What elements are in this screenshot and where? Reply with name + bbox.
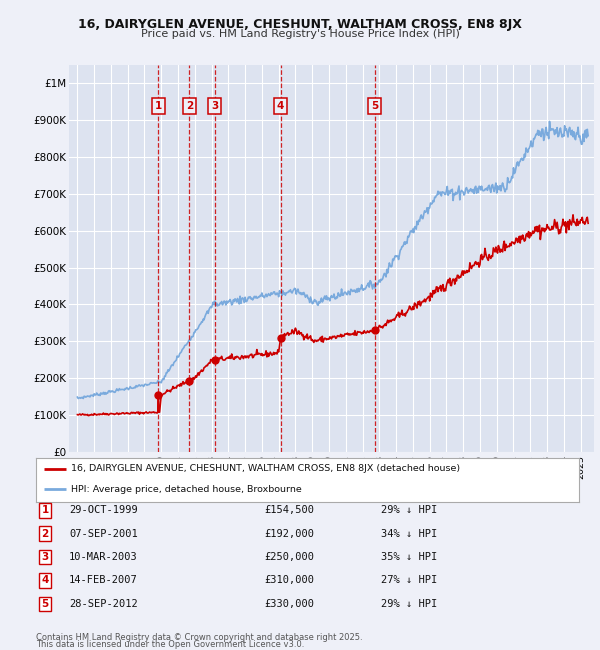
Text: 16, DAIRYGLEN AVENUE, CHESHUNT, WALTHAM CROSS, EN8 8JX (detached house): 16, DAIRYGLEN AVENUE, CHESHUNT, WALTHAM … (71, 464, 460, 473)
Text: 4: 4 (41, 575, 49, 586)
Text: 35% ↓ HPI: 35% ↓ HPI (381, 552, 437, 562)
Text: 3: 3 (211, 101, 218, 111)
Text: Contains HM Land Registry data © Crown copyright and database right 2025.: Contains HM Land Registry data © Crown c… (36, 632, 362, 642)
Text: £330,000: £330,000 (264, 599, 314, 609)
Text: 2: 2 (186, 101, 193, 111)
Text: £250,000: £250,000 (264, 552, 314, 562)
Text: 14-FEB-2007: 14-FEB-2007 (69, 575, 138, 586)
Text: 29% ↓ HPI: 29% ↓ HPI (381, 599, 437, 609)
Text: 5: 5 (41, 599, 49, 609)
Text: 29% ↓ HPI: 29% ↓ HPI (381, 505, 437, 515)
Text: 16, DAIRYGLEN AVENUE, CHESHUNT, WALTHAM CROSS, EN8 8JX: 16, DAIRYGLEN AVENUE, CHESHUNT, WALTHAM … (78, 18, 522, 31)
Text: 28-SEP-2012: 28-SEP-2012 (69, 599, 138, 609)
Text: £154,500: £154,500 (264, 505, 314, 515)
Text: Price paid vs. HM Land Registry's House Price Index (HPI): Price paid vs. HM Land Registry's House … (140, 29, 460, 38)
Text: 4: 4 (277, 101, 284, 111)
Text: 27% ↓ HPI: 27% ↓ HPI (381, 575, 437, 586)
Text: 1: 1 (155, 101, 162, 111)
Text: 07-SEP-2001: 07-SEP-2001 (69, 528, 138, 539)
Text: 5: 5 (371, 101, 379, 111)
Text: 1: 1 (41, 505, 49, 515)
Text: 10-MAR-2003: 10-MAR-2003 (69, 552, 138, 562)
Text: HPI: Average price, detached house, Broxbourne: HPI: Average price, detached house, Brox… (71, 485, 302, 494)
Text: £310,000: £310,000 (264, 575, 314, 586)
Text: 34% ↓ HPI: 34% ↓ HPI (381, 528, 437, 539)
Text: 3: 3 (41, 552, 49, 562)
Text: This data is licensed under the Open Government Licence v3.0.: This data is licensed under the Open Gov… (36, 640, 304, 649)
Text: 29-OCT-1999: 29-OCT-1999 (69, 505, 138, 515)
Text: £192,000: £192,000 (264, 528, 314, 539)
Text: 2: 2 (41, 528, 49, 539)
